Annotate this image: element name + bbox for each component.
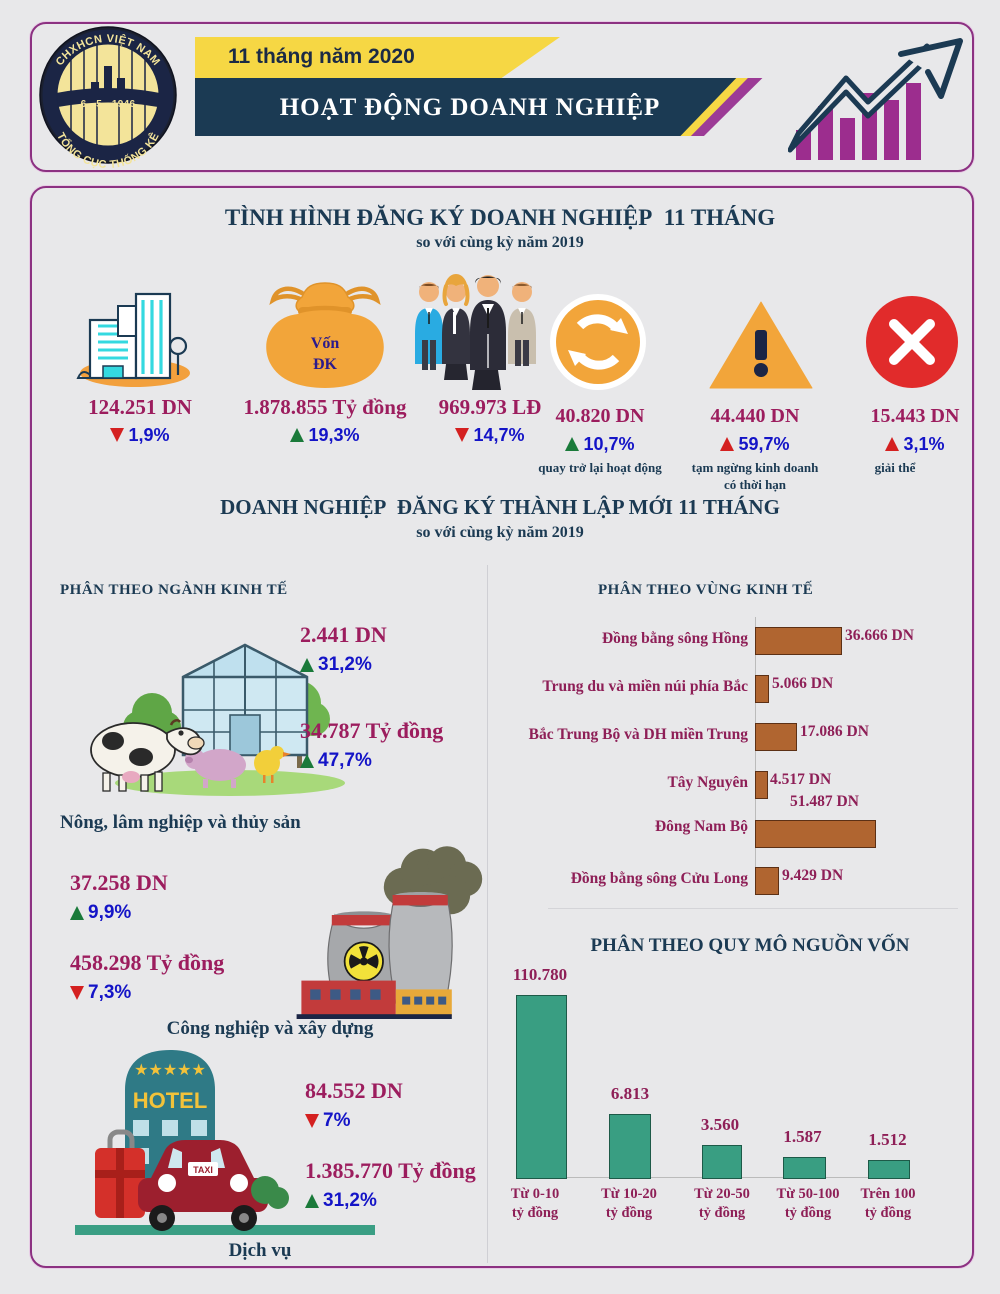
svg-text:ĐK: ĐK (313, 356, 338, 373)
svg-text:TAXI: TAXI (193, 1165, 213, 1175)
svg-text:HOTEL: HOTEL (133, 1088, 208, 1113)
svg-text:★★★★★: ★★★★★ (134, 1062, 206, 1079)
svg-text:6 - 5 - 1946: 6 - 5 - 1946 (81, 99, 136, 110)
svg-text:Vốn: Vốn (311, 335, 340, 352)
